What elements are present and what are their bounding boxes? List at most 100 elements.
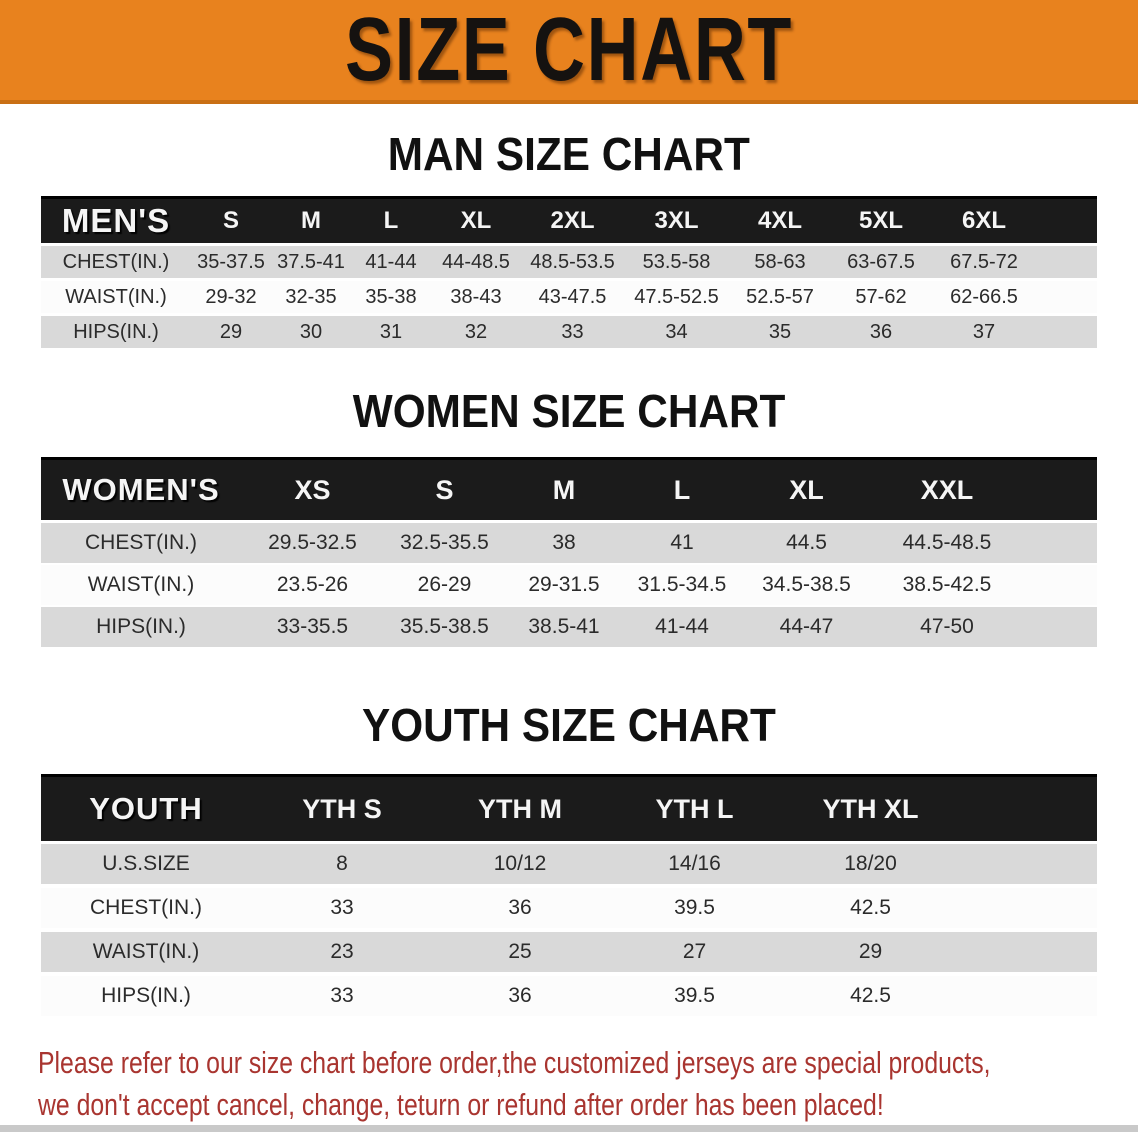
disclaimer: Please refer to our size chart before or…	[38, 1042, 1138, 1126]
size-cell: 32	[464, 320, 488, 343]
size-cell: 37	[972, 320, 996, 343]
table-row: HIPS(IN.) 33-35.5 35.5-38.5 38.5-41 41-44 44-…	[41, 606, 1097, 648]
spacer-cell	[959, 886, 1097, 930]
size-cell: 36	[508, 984, 532, 1007]
size-column-header: XXL	[920, 474, 974, 505]
size-cell: 32-35	[285, 285, 337, 308]
men-section-title: MAN SIZE CHART	[0, 130, 1138, 178]
row-label: WAIST(IN.)	[87, 573, 195, 596]
size-cell: 53.5-58	[642, 250, 711, 273]
table-row: U.S.SIZE 8 10/12 14/16 18/20	[41, 842, 1097, 887]
size-cell: 10/12	[493, 852, 547, 875]
size-cell: 33	[330, 896, 354, 919]
disclaimer-line-2-text: we don't accept cancel, change, teturn o…	[38, 1087, 884, 1122]
row-label: HIPS(IN.)	[96, 615, 186, 638]
size-cell: 14/16	[668, 852, 721, 875]
men-section: MAN SIZE CHART MEN'S S M L XL 2XL 3XL 4XL 5XL 6XL…	[0, 130, 1138, 351]
size-cell: 29-31.5	[528, 573, 600, 596]
youth-section-title: YOUTH SIZE CHART	[0, 701, 1138, 749]
size-cell: 30	[299, 320, 323, 343]
size-cell: 52.5-57	[746, 285, 814, 308]
size-cell: 38	[552, 531, 576, 554]
table-row: WAIST(IN.) 29-32 32-35 35-38 38-43 43-47.5 47.…	[41, 279, 1097, 315]
size-cell: 36	[508, 896, 532, 919]
size-cell: 35-38	[365, 285, 417, 308]
size-cell: 26-29	[417, 573, 472, 596]
men-size-table: MEN'S S M L XL 2XL 3XL 4XL 5XL 6XL CHEST(IN.) 35-37…	[41, 196, 1097, 351]
size-cell: 35-37.5	[197, 250, 265, 273]
size-cell: 44.5	[786, 531, 827, 554]
table-header-row: WOMEN'S XS S M L XL XXL	[41, 458, 1097, 522]
size-cell: 38.5-41	[528, 615, 600, 638]
table-row: WAIST(IN.) 23 25 27 29	[41, 930, 1097, 974]
row-label: WAIST(IN.)	[92, 940, 200, 963]
size-cell: 42.5	[850, 984, 891, 1007]
size-cell: 44-48.5	[442, 250, 510, 273]
spacer-cell	[959, 930, 1097, 974]
size-cell: 31	[379, 320, 403, 343]
size-cell: 29-32	[205, 285, 257, 308]
size-cell: 23.5-26	[276, 573, 349, 596]
size-cell: 36	[869, 320, 893, 343]
women-size-table: WOMEN'S XS S M L XL XXL CHEST(IN.) 29.5-32.5 32.5…	[41, 457, 1097, 649]
table-header-row: YOUTH YTH S YTH M YTH L YTH XL	[41, 775, 1097, 843]
size-cell: 44-47	[779, 615, 834, 638]
spacer-cell	[959, 843, 1097, 887]
size-cell: 41-44	[655, 615, 709, 638]
size-cell: 18/20	[844, 852, 897, 875]
bottom-strip	[0, 1125, 1138, 1132]
row-label: CHEST(IN.)	[62, 250, 170, 273]
spacer-cell	[1022, 606, 1097, 648]
table-row: CHEST(IN.) 33 36 39.5 42.5	[41, 886, 1097, 930]
size-cell: 41	[670, 531, 694, 554]
size-cell: 39.5	[674, 984, 715, 1007]
size-cell: 25	[508, 940, 532, 963]
size-column-header: YTH L	[655, 793, 734, 824]
size-cell: 29	[858, 940, 883, 963]
spacer-cell	[1037, 315, 1097, 350]
size-column-header: L	[383, 207, 399, 234]
size-column-header: 4XL	[757, 207, 802, 234]
group-label: WOMEN'S	[62, 472, 220, 507]
size-cell: 23	[330, 940, 354, 963]
table-row: CHEST(IN.) 29.5-32.5 32.5-35.5 38 41 44.5 44.5…	[41, 521, 1097, 564]
size-cell: 35	[768, 320, 792, 343]
size-cell: 42.5	[850, 896, 891, 919]
spacer-cell	[959, 776, 1097, 843]
women-section: WOMEN SIZE CHART WOMEN'S XS S M L XL XXL CHEST(…	[0, 387, 1138, 649]
row-label: WAIST(IN.)	[65, 285, 167, 308]
table-row: CHEST(IN.) 35-37.5 37.5-41 41-44 44-48.5 48.5…	[41, 244, 1097, 280]
spacer-cell	[1037, 245, 1097, 280]
size-cell: 33-35.5	[276, 615, 349, 638]
spacer-cell	[1037, 198, 1097, 245]
table-row: HIPS(IN.) 33 36 39.5 42.5	[41, 974, 1097, 1018]
size-cell: 31.5-34.5	[637, 573, 727, 596]
size-cell: 39.5	[674, 896, 715, 919]
size-column-header: 2XL	[550, 207, 595, 234]
size-cell: 34	[665, 320, 688, 343]
table-row: HIPS(IN.) 29 30 31 32 33 34 35 36 37	[41, 314, 1097, 350]
row-label: HIPS(IN.)	[73, 320, 159, 343]
size-column-header: YTH XL	[822, 793, 919, 824]
size-column-header: XL	[789, 474, 824, 505]
size-cell: 57-62	[855, 285, 907, 308]
size-cell: 37.5-41	[277, 250, 345, 273]
size-cell: 58-63	[754, 250, 806, 273]
size-cell: 38.5-42.5	[902, 573, 992, 596]
size-column-header: M	[552, 474, 576, 505]
spacer-cell	[1022, 459, 1097, 522]
size-column-header: XL	[460, 207, 492, 234]
women-section-title: WOMEN SIZE CHART	[0, 387, 1138, 435]
size-column-header: XS	[294, 474, 331, 505]
size-cell: 32.5-35.5	[400, 531, 489, 554]
disclaimer-line-2: we don't accept cancel, change, teturn o…	[38, 1084, 1138, 1126]
size-column-header: 5XL	[858, 207, 903, 234]
size-cell: 41-44	[365, 250, 417, 273]
disclaimer-line-1: Please refer to our size chart before or…	[38, 1042, 1138, 1084]
size-column-header: S	[222, 207, 239, 234]
size-cell: 48.5-53.5	[530, 250, 615, 273]
women-section-title-text: WOMEN SIZE CHART	[352, 385, 786, 437]
size-cell: 27	[682, 940, 707, 963]
size-column-header: S	[435, 474, 454, 505]
